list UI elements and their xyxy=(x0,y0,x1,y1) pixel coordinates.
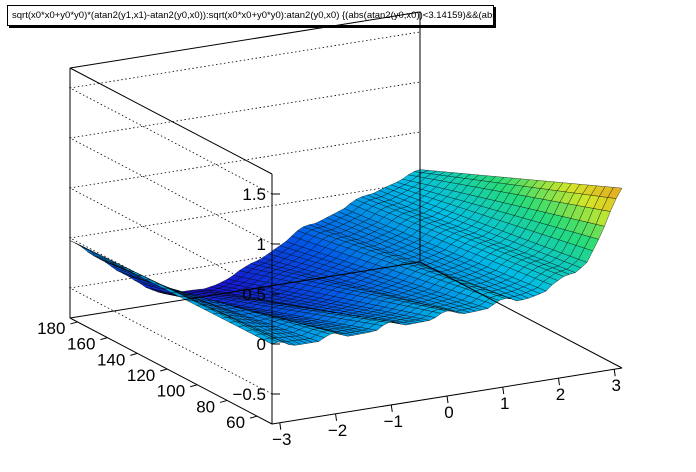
z-tick-label: 1 xyxy=(257,235,266,254)
x-tick-label: 0 xyxy=(444,403,453,422)
x-tick-label: −2 xyxy=(328,421,347,440)
grid-line xyxy=(68,31,421,195)
y-tick-mark xyxy=(249,415,258,419)
box-edge xyxy=(419,261,623,369)
surface-cell xyxy=(607,187,623,199)
x-tick-mark xyxy=(390,404,393,412)
x-tick-mark xyxy=(279,422,282,430)
x-tick-label: 2 xyxy=(556,385,565,404)
y-tick-mark xyxy=(130,352,138,356)
x-tick-mark xyxy=(446,395,449,404)
x-tick-mark xyxy=(613,369,616,377)
x-tick-label: 1 xyxy=(500,394,509,413)
box-edge xyxy=(69,317,273,425)
y-tick-label: 100 xyxy=(157,382,185,401)
z-tick-label: −0.5 xyxy=(232,385,266,404)
x-tick-mark xyxy=(335,413,338,421)
x-tick-label: −3 xyxy=(272,430,291,449)
y-tick-mark xyxy=(70,321,78,325)
box-edge xyxy=(69,67,273,175)
surface-cell xyxy=(81,246,97,256)
z-tick-label: 1.5 xyxy=(242,185,266,204)
y-tick-label: 160 xyxy=(67,335,95,354)
x-tick-label: 3 xyxy=(611,376,620,395)
y-tick-label: 80 xyxy=(196,397,215,416)
y-tick-mark xyxy=(160,368,168,372)
y-tick-label: 140 xyxy=(97,350,125,369)
x-tick-mark xyxy=(557,378,560,386)
z-tick-label: 0 xyxy=(257,335,266,354)
chart-title: sqrt(x0*x0+y0*y0)*(atan2(y1,x1)-atan2(y0… xyxy=(7,5,494,26)
box-edge xyxy=(69,261,421,319)
y-tick-mark xyxy=(219,399,228,403)
surface-layer xyxy=(69,169,623,346)
x-tick-mark xyxy=(502,387,505,395)
x-tick-label: −1 xyxy=(384,412,403,431)
box-edge xyxy=(69,11,421,69)
y-tick-label: 180 xyxy=(37,319,65,338)
y-tick-mark xyxy=(100,337,108,341)
y-tick-mark xyxy=(190,384,198,388)
y-tick-label: 60 xyxy=(226,413,245,432)
y-tick-label: 120 xyxy=(127,366,155,385)
z-tick-label: 0.5 xyxy=(242,285,266,304)
axes-layer xyxy=(69,11,623,425)
